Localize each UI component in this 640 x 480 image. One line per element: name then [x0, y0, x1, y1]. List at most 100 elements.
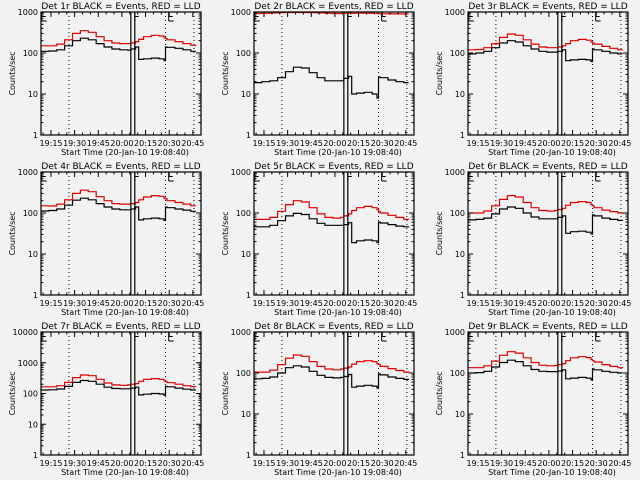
x-tick-label: 20:15	[134, 299, 157, 308]
x-tick-label: 20:45	[181, 459, 204, 468]
y-tick-label: 1	[460, 131, 465, 140]
x-tick-label: 19:15	[39, 459, 62, 468]
x-tick-label: 20:30	[158, 299, 181, 308]
y-tick-label: 1	[33, 291, 38, 300]
marker-e	[468, 171, 474, 182]
y-tick-label: 10	[28, 90, 38, 99]
y-tick-label: 1000	[231, 328, 251, 337]
y-axis-label: Counts/sec	[8, 51, 17, 95]
y-tick-label: 10000	[13, 328, 38, 337]
plot-frame	[253, 171, 415, 296]
plot-frame	[253, 11, 415, 136]
chart-panel: Det 5r BLACK = Events, RED = LLD 1 10 100 10…	[221, 162, 417, 317]
x-tick-label: 20:15	[561, 459, 584, 468]
chart-panel: Det 6r BLACK = Events, RED = LLD 1 10 100 10…	[435, 162, 631, 317]
events-series-line	[41, 197, 197, 221]
x-axis-label: Start Time (20-Jan-10 19:08:40)	[61, 468, 189, 477]
lld-series-line	[254, 354, 410, 373]
x-tick-label: 19:15	[252, 299, 275, 308]
y-tick-label: 1000	[18, 8, 38, 17]
chart-title: Det 9r BLACK = Events, RED = LLD	[468, 322, 627, 332]
x-tick-label: 19:45	[300, 459, 323, 468]
y-axis-label: Counts/sec	[221, 51, 230, 95]
y-axis-label: Counts/sec	[221, 371, 230, 415]
events-series-line	[254, 212, 410, 244]
marker-e	[468, 11, 474, 22]
x-tick-label: 20:30	[371, 139, 394, 148]
chart-title: Det 5r BLACK = Events, RED = LLD	[254, 162, 413, 172]
lld-series-line	[41, 189, 197, 207]
x-tick-label: 20:00	[323, 459, 346, 468]
x-tick-label: 19:15	[39, 299, 62, 308]
x-tick-label: 20:00	[323, 139, 346, 148]
x-tick-label: 19:15	[466, 299, 489, 308]
x-axis-label: Start Time (20-Jan-10 19:08:40)	[274, 308, 402, 317]
y-tick-label: 1000	[18, 168, 38, 177]
chart-title: Det 7r BLACK = Events, RED = LLD	[41, 322, 200, 332]
marker-e	[468, 331, 474, 342]
y-tick-label: 100	[236, 49, 251, 58]
y-axis-label: Counts/sec	[8, 371, 17, 415]
x-tick-label: 20:00	[110, 299, 133, 308]
chart-panel: Det 8r BLACK = Events, RED = LLD 1 10 100 10…	[221, 322, 417, 477]
y-tick-label: 1	[246, 291, 251, 300]
y-tick-label: 1000	[231, 168, 251, 177]
x-tick-label: 20:45	[608, 139, 631, 148]
x-tick-label: 19:30	[63, 299, 86, 308]
x-tick-label: 20:15	[347, 139, 370, 148]
plot-frame	[467, 11, 629, 136]
x-tick-label: 19:15	[466, 459, 489, 468]
x-tick-label: 20:30	[371, 299, 394, 308]
x-tick-label: 19:45	[87, 139, 110, 148]
x-axis-label: Start Time (20-Jan-10 19:08:40)	[488, 468, 616, 477]
x-tick-label: 19:30	[63, 459, 86, 468]
lld-series-line	[41, 374, 197, 388]
y-tick-label: 100	[23, 49, 38, 58]
x-tick-label: 20:45	[394, 299, 417, 308]
chart-title: Det 8r BLACK = Events, RED = LLD	[254, 322, 413, 332]
y-tick-label: 100	[450, 49, 465, 58]
x-tick-label: 20:45	[181, 299, 204, 308]
x-tick-label: 20:30	[371, 459, 394, 468]
x-tick-label: 20:45	[181, 139, 204, 148]
x-axis-label: Start Time (20-Jan-10 19:08:40)	[61, 308, 189, 317]
chart-panel: Det 3r BLACK = Events, RED = LLD 1 10 100 10…	[435, 2, 631, 157]
y-tick-label: 100	[236, 209, 251, 218]
x-tick-label: 20:00	[537, 139, 560, 148]
x-tick-label: 20:30	[585, 459, 608, 468]
y-axis-label: Counts/sec	[435, 51, 444, 95]
chart-title: Det 3r BLACK = Events, RED = LLD	[468, 2, 627, 12]
y-tick-label: 1000	[445, 8, 465, 17]
x-tick-label: 19:30	[490, 459, 513, 468]
x-tick-label: 20:15	[134, 139, 157, 148]
chart-panel: Det 7r BLACK = Events, RED = LLD 1 10 100 10…	[8, 322, 204, 477]
y-tick-label: 1000	[18, 359, 38, 368]
lld-series-line	[254, 11, 409, 15]
x-tick-label: 20:30	[158, 139, 181, 148]
chart-panel: Det 2r BLACK = Events, RED = LLD 1 10 100 10…	[221, 2, 417, 157]
x-tick-label: 19:15	[252, 459, 275, 468]
chart-title: Det 1r BLACK = Events, RED = LLD	[41, 2, 200, 12]
y-tick-label: 1	[246, 451, 251, 460]
y-tick-label: 10	[28, 420, 38, 429]
x-tick-label: 20:30	[585, 139, 608, 148]
x-tick-label: 19:30	[63, 139, 86, 148]
y-tick-label: 1	[33, 131, 38, 140]
y-tick-label: 10	[455, 90, 465, 99]
x-tick-label: 19:45	[87, 459, 110, 468]
chart-panel: Det 9r BLACK = Events, RED = LLD 1 10 100 10…	[435, 322, 631, 477]
x-tick-label: 19:30	[276, 459, 299, 468]
x-tick-label: 19:15	[252, 139, 275, 148]
lld-series-line	[254, 200, 410, 220]
x-tick-label: 19:30	[276, 299, 299, 308]
x-tick-label: 19:45	[87, 299, 110, 308]
y-tick-label: 100	[450, 209, 465, 218]
y-tick-label: 100	[23, 390, 38, 399]
chart-panel: Det 1r BLACK = Events, RED = LLD 1 10 100 10…	[8, 2, 204, 157]
y-tick-label: 10	[241, 90, 251, 99]
chart-title: Det 4r BLACK = Events, RED = LLD	[41, 162, 200, 172]
chart-title: Det 6r BLACK = Events, RED = LLD	[468, 162, 627, 172]
x-tick-label: 20:45	[608, 459, 631, 468]
x-axis-label: Start Time (20-Jan-10 19:08:40)	[488, 308, 616, 317]
